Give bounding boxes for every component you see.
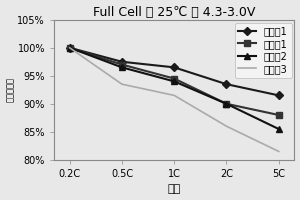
对比例1 <box>120 63 124 66</box>
对比例2 <box>68 47 71 49</box>
对比例2 <box>225 103 228 105</box>
对比例2 <box>172 80 176 83</box>
实施例1 <box>277 94 281 97</box>
实施例1 <box>120 61 124 63</box>
对比例1 <box>225 103 228 105</box>
对比例3 <box>277 150 281 153</box>
Legend: 实施例1, 对比例1, 对比例2, 对比例3: 实施例1, 对比例1, 对比例2, 对比例3 <box>235 23 292 78</box>
对比例1 <box>68 47 71 49</box>
Line: 对比例2: 对比例2 <box>67 45 281 132</box>
对比例1 <box>277 114 281 116</box>
实施例1 <box>172 66 176 69</box>
Y-axis label: 容量保持率: 容量保持率 <box>6 77 15 102</box>
对比例2 <box>277 128 281 130</box>
Line: 实施例1: 实施例1 <box>67 45 281 98</box>
对比例3 <box>172 94 176 97</box>
对比例1 <box>172 77 176 80</box>
对比例3 <box>225 125 228 127</box>
X-axis label: 倍率: 倍率 <box>168 184 181 194</box>
实施例1 <box>225 83 228 85</box>
对比例2 <box>120 66 124 69</box>
对比例3 <box>120 83 124 85</box>
对比例3 <box>68 47 71 49</box>
Line: 对比例3: 对比例3 <box>70 48 279 151</box>
实施例1 <box>68 47 71 49</box>
Line: 对比例1: 对比例1 <box>67 45 281 118</box>
Title: Full Cell ， 25℃ ， 4.3-3.0V: Full Cell ， 25℃ ， 4.3-3.0V <box>93 6 255 19</box>
